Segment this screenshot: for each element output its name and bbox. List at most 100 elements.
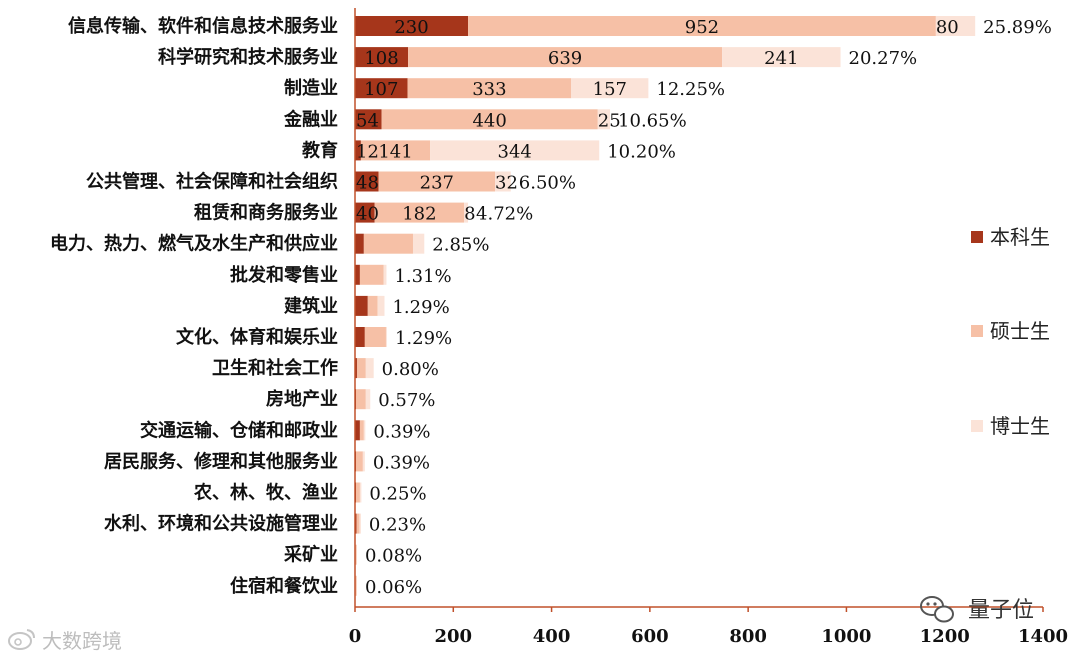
category-label: 电力、热力、燃气及水生产和供应业 [50, 233, 338, 255]
segment-value-label: 80 [936, 17, 959, 38]
bar-segment-1 [355, 140, 361, 161]
category-label: 水利、环境和公共设施管理业 [104, 513, 338, 535]
bar-segment-3 [359, 513, 361, 534]
bar-segment-3 [722, 47, 841, 68]
x-tick-label: 1400 [1018, 626, 1068, 647]
x-tick-label: 0 [349, 626, 362, 647]
bar-segment-1 [355, 358, 357, 379]
segment-value-label: 141 [378, 141, 412, 162]
bar-segment-3 [935, 16, 976, 36]
bar-segment-2 [363, 233, 413, 254]
percent-labels: 25.89% 20.27% 12.25% 10.65% 10.20% 6.50% 4.72%… [365, 17, 1052, 598]
bar-segment-2 [360, 140, 431, 161]
bar-segment-2 [356, 513, 360, 534]
bar-segment-3 [377, 295, 385, 316]
category-label: 租赁和商务服务业 [194, 202, 338, 224]
x-tick-label: 800 [729, 626, 767, 647]
legend-label: 硕士生 [990, 319, 1050, 343]
bar-segment-1 [355, 264, 360, 285]
bar-segment-3 [365, 389, 371, 410]
bar-segment-1 [355, 233, 364, 254]
segment-labels: 230 952 80 108 639 241 107 333 157 54 440 25 12 141 34… [356, 17, 959, 225]
bar-segment-2 [408, 47, 723, 68]
segment-value-label: 230 [394, 17, 428, 38]
bar-segment-3 [430, 140, 600, 161]
x-tick-label: 200 [434, 626, 472, 647]
percent-label: 0.25% [369, 484, 426, 505]
weibo-icon [8, 629, 35, 650]
category-label: 卫生和社会工作 [212, 357, 338, 379]
bar-segment-3 [362, 451, 365, 472]
bar-segment-1 [355, 295, 368, 316]
bar-segment-1 [355, 202, 375, 223]
segment-value-label: 344 [498, 141, 532, 162]
bar-segment-1 [355, 171, 379, 192]
segment-value-label: 107 [364, 79, 398, 100]
percent-label: 4.72% [476, 204, 533, 225]
percent-label: 1.31% [394, 266, 451, 287]
bar-segment-1 [355, 420, 360, 441]
bar-segment-2 [381, 109, 598, 130]
bar-segment-3 [359, 482, 362, 503]
percent-label: 0.23% [369, 515, 426, 536]
bar-segment-2 [359, 420, 364, 441]
percent-label: 0.39% [373, 421, 430, 442]
bar-segment-2 [367, 295, 378, 316]
segment-value-label: 440 [472, 110, 506, 131]
segment-value-label: 8 [464, 204, 475, 225]
bar-segment-2 [355, 544, 357, 565]
percent-label: 0.08% [365, 546, 422, 567]
percent-label: 0.80% [382, 359, 439, 380]
bar-segment-2 [378, 171, 496, 192]
bar-segment-2 [355, 451, 363, 472]
category-label: 文化、体育和娱乐业 [176, 326, 338, 348]
category-label: 居民服务、修理和其他服务业 [104, 450, 338, 472]
bar-segment-1 [355, 327, 365, 347]
category-labels: 信息传输、软件和信息技术服务业科学研究和技术服务业制造业金融业教育公共管理、社会… [50, 15, 338, 597]
percent-label: 2.85% [432, 235, 489, 256]
percent-label: 10.65% [618, 110, 687, 131]
segment-value-label: 157 [593, 79, 627, 100]
legend-item: 博士生 [971, 414, 1050, 438]
bar-segment-2 [356, 358, 366, 379]
segment-value-label: 48 [356, 173, 379, 194]
bar-segment-2 [355, 482, 360, 503]
x-tick-label: 1000 [821, 626, 871, 647]
bar-segment-1 [355, 16, 469, 36]
percent-label: 0.39% [373, 452, 430, 473]
category-label: 金融业 [283, 108, 338, 130]
category-label: 批发和零售业 [230, 264, 338, 286]
x-tick-label: 600 [631, 626, 669, 647]
category-label: 制造业 [284, 77, 338, 99]
legend-label: 本科生 [990, 225, 1050, 249]
bar-segment-2 [355, 389, 366, 410]
bars-layer [355, 16, 976, 596]
bar-segment-3 [363, 420, 366, 441]
percent-label: 25.89% [983, 17, 1052, 38]
segment-value-label: 639 [548, 48, 582, 69]
category-label: 采矿业 [283, 544, 338, 566]
segment-value-label: 182 [402, 204, 436, 225]
bar-segment-3 [597, 109, 611, 130]
category-label: 教育 [302, 139, 338, 161]
bar-segment-3 [412, 233, 425, 254]
percent-label: 0.06% [365, 577, 422, 598]
percent-label: 12.25% [656, 79, 725, 100]
percent-label: 1.29% [392, 297, 449, 318]
legend-item: 硕士生 [971, 319, 1050, 343]
axes: 0 200 400 600 800 1000 1200 1400 [349, 8, 1068, 647]
watermarks: 大数跨境 量子位 [8, 596, 1034, 653]
bar-segment-1 [355, 47, 409, 68]
bar-segment-2 [355, 575, 357, 596]
percent-label: 1.29% [395, 328, 452, 349]
segment-value-label: 12 [356, 141, 379, 162]
bar-segment-2 [359, 264, 384, 285]
category-label: 住宿和餐饮业 [230, 575, 338, 597]
percent-label: 20.27% [849, 48, 918, 69]
segment-value-label: 333 [472, 79, 506, 100]
bar-segment-2 [364, 327, 386, 347]
watermark-right: 量子位 [920, 596, 1034, 623]
category-label: 科学研究和技术服务业 [158, 46, 338, 68]
